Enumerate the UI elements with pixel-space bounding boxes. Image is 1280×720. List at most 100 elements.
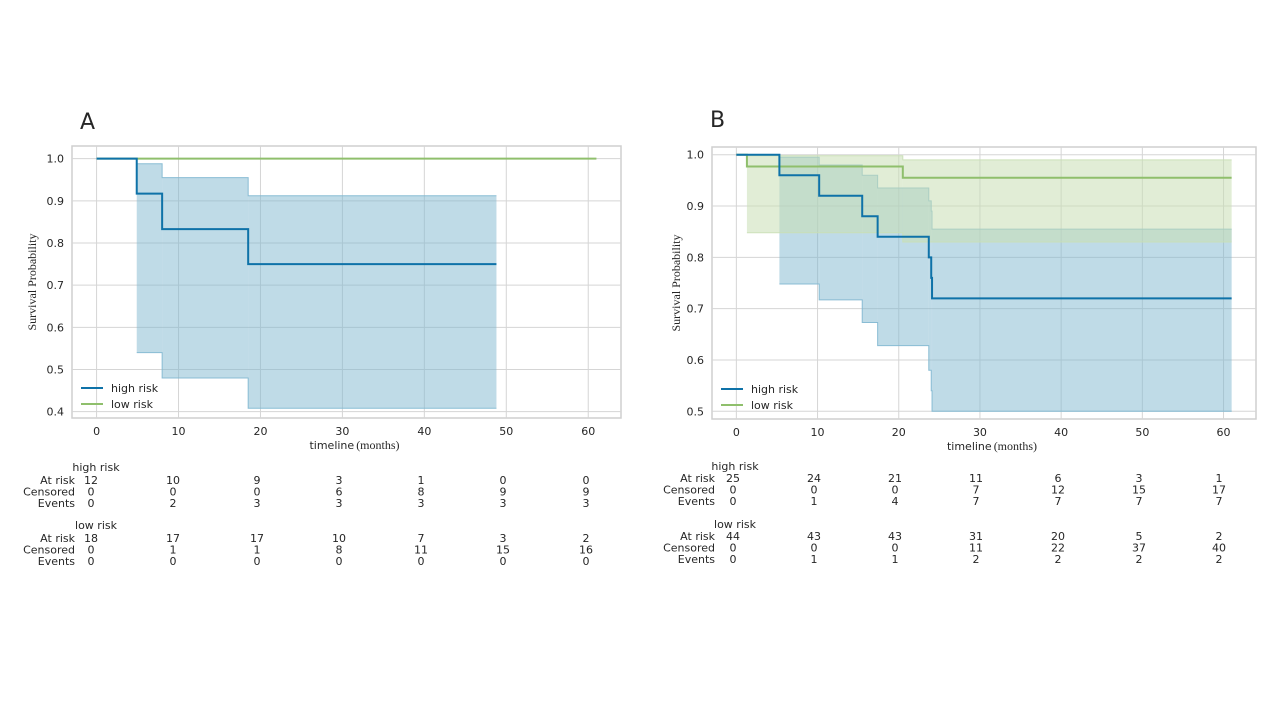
risk-table-cell: 9: [254, 474, 261, 487]
risk-table-cell: 1: [892, 553, 899, 566]
risk-table-cell: 3: [336, 497, 343, 510]
risk-table-cell: 10: [166, 474, 180, 487]
risk-table-cell: 16: [579, 544, 593, 557]
y-axis-label: Survival Probability: [669, 235, 683, 332]
confidence-band-high-risk: [928, 200, 932, 371]
risk-table-cell: 40: [1212, 542, 1226, 555]
risk-table-cell: 3: [418, 497, 425, 510]
risk-table-cell: 0: [500, 555, 507, 568]
x-tick-label: 30: [973, 426, 987, 439]
legend-label-high-risk: high risk: [111, 382, 159, 395]
risk-table-cell: 18: [84, 532, 98, 545]
risk-table-cell: 43: [807, 530, 821, 543]
x-axis-label-main: timeline: [947, 440, 992, 453]
y-tick-label: 0.9: [47, 195, 65, 208]
risk-table-cell: 7: [973, 495, 980, 508]
risk-table-cell: 2: [973, 553, 980, 566]
x-tick-label: 20: [892, 426, 906, 439]
risk-table-cell: 5: [1136, 530, 1143, 543]
risk-table-group-name: high risk: [711, 460, 759, 473]
legend-label-low-risk: low risk: [111, 398, 154, 411]
y-tick-label: 0.9: [687, 200, 705, 213]
y-tick-label: 0.8: [687, 251, 705, 264]
panel-label: B: [710, 108, 725, 133]
risk-table-cell: 1: [418, 474, 425, 487]
risk-table-cell: 11: [969, 472, 983, 485]
risk-table-group-name: low risk: [75, 519, 118, 532]
risk-table-cell: 17: [166, 532, 180, 545]
x-tick-label: 40: [1054, 426, 1068, 439]
risk-table-row-label: Events: [678, 553, 716, 566]
legend-label-low-risk: low risk: [751, 399, 794, 412]
x-axis-label-unit: (months): [356, 438, 399, 452]
x-axis-label: timeline (months): [309, 438, 399, 452]
risk-table-group-name: low risk: [714, 518, 757, 531]
risk-table-cell: 0: [254, 486, 261, 499]
risk-table-cell: 24: [807, 472, 821, 485]
risk-table-cell: 0: [892, 484, 899, 497]
risk-table-row-label: Censored: [23, 544, 75, 557]
risk-table-cell: 0: [88, 486, 95, 499]
risk-table-cell: 0: [730, 484, 737, 497]
confidence-band-high-risk: [136, 163, 163, 353]
risk-table-cell: 20: [1051, 530, 1065, 543]
risk-table-cell: 15: [496, 544, 510, 557]
risk-table-row-label: At risk: [680, 472, 715, 485]
confidence-band-lower-edge: [136, 352, 497, 409]
risk-table-cell: 9: [583, 486, 590, 499]
risk-table-cell: 3: [500, 497, 507, 510]
risk-table-cell: 0: [254, 555, 261, 568]
x-axis-label-main: timeline: [309, 439, 354, 452]
risk-table-row-label: Censored: [23, 486, 75, 499]
risk-table-cell: 8: [418, 486, 425, 499]
risk-table-row-label: Events: [38, 555, 76, 568]
y-tick-label: 0.6: [47, 321, 65, 334]
risk-table-cell: 22: [1051, 542, 1065, 555]
risk-table-cell: 7: [1055, 495, 1062, 508]
risk-table-cell: 7: [418, 532, 425, 545]
risk-table-row-label: Events: [678, 495, 716, 508]
y-tick-label: 0.7: [687, 303, 705, 316]
y-tick-label: 1.0: [47, 153, 65, 166]
risk-table-cell: 0: [892, 542, 899, 555]
risk-table-cell: 6: [1055, 472, 1062, 485]
panel-label: A: [80, 110, 95, 135]
risk-table-cell: 1: [170, 544, 177, 557]
risk-table-cell: 2: [1216, 530, 1223, 543]
risk-table-cell: 1: [811, 553, 818, 566]
risk-table-cell: 3: [1136, 472, 1143, 485]
risk-table-cell: 3: [254, 497, 261, 510]
y-tick-label: 0.8: [47, 237, 65, 250]
risk-table-cell: 0: [500, 474, 507, 487]
risk-table-group-name: high risk: [72, 461, 120, 474]
risk-table-cell: 2: [1136, 553, 1143, 566]
risk-table-cell: 0: [730, 495, 737, 508]
confidence-band-upper-edge: [136, 163, 497, 197]
x-tick-label: 60: [1217, 426, 1231, 439]
risk-table-cell: 0: [583, 555, 590, 568]
confidence-band-high-risk: [162, 177, 249, 378]
risk-table-cell: 1: [1216, 472, 1223, 485]
y-tick-label: 0.4: [47, 406, 65, 419]
risk-table-cell: 7: [1136, 495, 1143, 508]
risk-table-cell: 2: [583, 532, 590, 545]
risk-table-cell: 0: [811, 542, 818, 555]
x-tick-label: 60: [581, 425, 595, 438]
x-axis-label: timeline (months): [947, 439, 1037, 453]
risk-table-cell: 11: [414, 544, 428, 557]
risk-table-row-label: Censored: [663, 542, 715, 555]
risk-table-cell: 6: [336, 486, 343, 499]
x-tick-label: 30: [335, 425, 349, 438]
panel-a: A0 10 20 30 40 50 600.40.50.60.70.80.91.0timel…: [23, 110, 622, 568]
y-tick-label: 0.7: [47, 279, 65, 292]
x-tick-label: 20: [253, 425, 267, 438]
risk-table-cell: 1: [254, 544, 261, 557]
risk-table-row-label: At risk: [40, 474, 75, 487]
risk-table-cell: 0: [418, 555, 425, 568]
risk-table-cell: 0: [88, 497, 95, 510]
risk-table-cell: 0: [730, 553, 737, 566]
risk-table-row-label: Events: [38, 497, 76, 510]
survival-line-high-risk: [96, 157, 497, 266]
risk-table-cell: 7: [1216, 495, 1223, 508]
